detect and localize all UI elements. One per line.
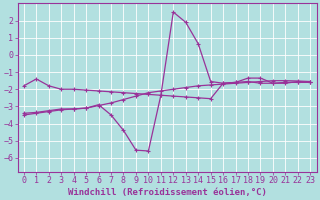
X-axis label: Windchill (Refroidissement éolien,°C): Windchill (Refroidissement éolien,°C)	[68, 188, 267, 197]
